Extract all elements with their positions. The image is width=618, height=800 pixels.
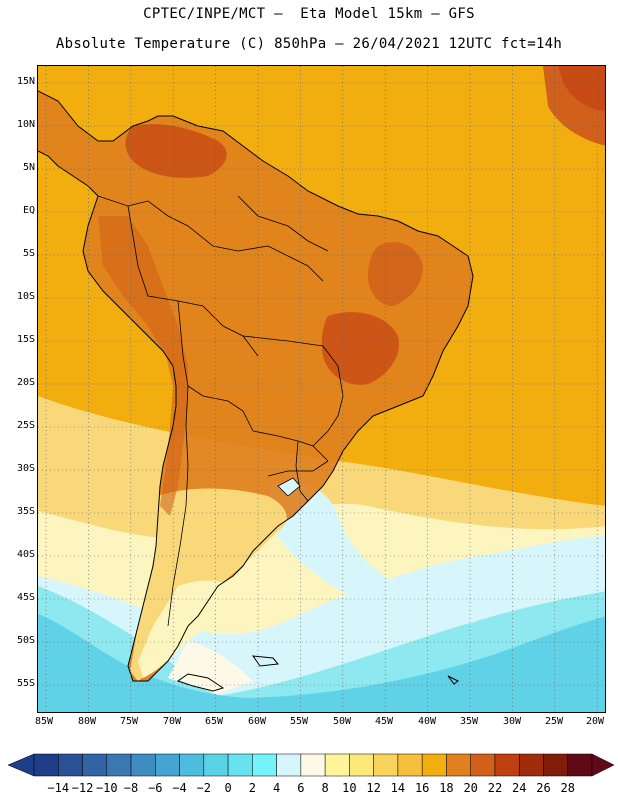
- lat-label-5n: 5N: [22, 162, 35, 173]
- colorbar-label: 24: [511, 781, 527, 795]
- colorbar-label: −6: [148, 781, 163, 795]
- lon-label-65w: 65W: [204, 716, 224, 727]
- colorbar-cell: [203, 753, 229, 777]
- lon-label-20w: 20W: [585, 716, 605, 727]
- lon-label-70w: 70W: [162, 716, 182, 727]
- hotspot-venezuela: [125, 124, 227, 178]
- colorbar-label: 26: [536, 781, 551, 795]
- colorbar-cell: [227, 753, 253, 777]
- colorbar-label: 8: [321, 781, 329, 795]
- coastline-outline: [38, 90, 474, 692]
- hotspot-central-brazil: [321, 312, 399, 385]
- colorbar-label: −2: [196, 781, 212, 795]
- hotspot-northeast-brazil: [368, 242, 423, 306]
- lon-label-25w: 25W: [544, 716, 564, 727]
- map-panel[interactable]: [37, 65, 606, 713]
- continent-land: [38, 91, 473, 681]
- lon-label-35w: 35W: [459, 716, 479, 727]
- colorbar-cell: [421, 753, 447, 777]
- lat-label-eq: EQ: [22, 205, 35, 216]
- colorbar-cell: [252, 753, 277, 777]
- colorbar-label: −14: [47, 781, 70, 795]
- title-line-1: CPTEC/INPE/MCT – Eta Model 15km – GFS: [143, 6, 475, 22]
- lon-label-80w: 80W: [77, 716, 97, 727]
- colorbar-cell: [276, 753, 302, 777]
- colorbar-label: 4: [272, 781, 281, 795]
- lat-label-15s: 15S: [16, 334, 35, 345]
- lon-label-45w: 45W: [374, 716, 394, 727]
- colorbar-arrow-right: [591, 753, 615, 777]
- colorbar-cell: [300, 753, 326, 777]
- colorbar-label: −10: [95, 781, 118, 795]
- lat-label-15n: 15N: [16, 76, 35, 87]
- lon-label-55w: 55W: [289, 716, 309, 727]
- colorbar-cell: [324, 753, 350, 777]
- colorbar-label: 22: [487, 781, 503, 795]
- colorbar-cell: [106, 753, 132, 777]
- colorbar-cell: [397, 753, 423, 777]
- lat-label-20s: 20S: [16, 377, 35, 388]
- teal-band: [38, 614, 605, 712]
- colorbar-cell: [543, 753, 568, 777]
- colorbar-label: 0: [224, 781, 232, 795]
- colorbar-cell: [373, 753, 399, 777]
- colorbar-label: 14: [390, 781, 406, 795]
- lat-label-5s: 5S: [22, 248, 35, 259]
- grid-lines: [38, 66, 605, 712]
- lat-label-25s: 25S: [16, 420, 35, 431]
- colorbar-label: 10: [342, 781, 357, 795]
- colorbar-cell: [446, 753, 471, 777]
- lat-label-40s: 40S: [16, 549, 35, 560]
- colorbar-cell: [470, 753, 496, 777]
- lon-label-85w: 85W: [34, 716, 54, 727]
- tierra-del-fuego-cream: [168, 641, 253, 694]
- lat-label-55s: 55S: [16, 678, 35, 689]
- colorbar-label: 16: [414, 781, 430, 795]
- colorbar-cell: [130, 753, 156, 777]
- lat-label-45s: 45S: [16, 592, 35, 603]
- colorbar-label: −4: [172, 781, 187, 795]
- colorbar-label: −8: [123, 781, 139, 795]
- lat-label-50s: 50S: [16, 635, 35, 646]
- colorbar-cell: [494, 753, 520, 777]
- colorbar-arrow-left: [7, 753, 35, 777]
- patagonia-cool: [138, 580, 238, 678]
- hotspot-atlantic-north-core: [558, 66, 605, 111]
- colorbar: [7, 753, 615, 777]
- pale-cyan-spur: [268, 482, 478, 626]
- title-line-2: Absolute Temperature (C) 850hPa – 26/04/…: [55, 36, 563, 52]
- lon-label-75w: 75W: [119, 716, 139, 727]
- colorbar-label: 20: [463, 781, 478, 795]
- colorbar-cell: [349, 753, 374, 777]
- lagoon: [277, 477, 301, 497]
- lat-label-35s: 35S: [16, 506, 35, 517]
- colorbar-label: 6: [297, 781, 305, 795]
- colorbar-label: −12: [71, 781, 94, 795]
- lat-label-10s: 10S: [16, 291, 35, 302]
- andes-warm-stripe: [98, 216, 188, 516]
- lon-label-60w: 60W: [247, 716, 267, 727]
- lat-label-30s: 30S: [16, 463, 35, 474]
- lon-label-50w: 50W: [332, 716, 352, 727]
- lon-label-40w: 40W: [417, 716, 437, 727]
- colorbar-cell: [179, 753, 205, 777]
- colorbar-label: 2: [248, 781, 256, 795]
- colorbar-cell: [58, 753, 83, 777]
- temperature-map: [38, 66, 605, 712]
- colorbar-cell: [155, 753, 180, 777]
- colorbar-cell: [518, 753, 544, 777]
- colorbar-label: 18: [439, 781, 454, 795]
- colorbar-label: 28: [560, 781, 575, 795]
- colorbar-label: 12: [366, 781, 381, 795]
- colorbar-cell: [82, 753, 108, 777]
- colorbar-cell: [33, 753, 59, 777]
- lon-label-30w: 30W: [502, 716, 522, 727]
- colorbar-cell: [567, 753, 593, 777]
- lat-label-10n: 10N: [16, 119, 35, 130]
- country-borders: [97, 195, 344, 627]
